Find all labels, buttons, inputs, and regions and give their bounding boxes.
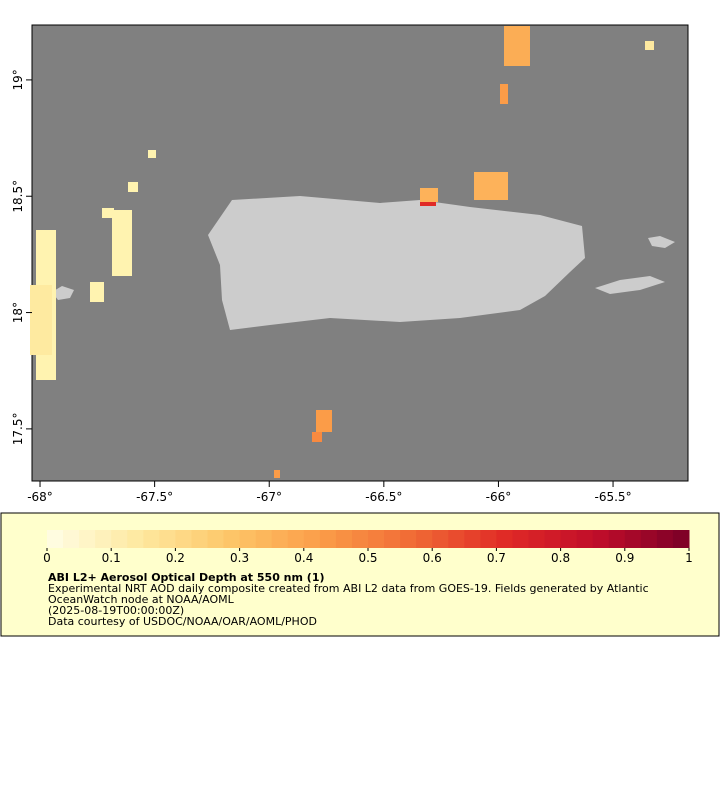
colorbar-step	[303, 530, 321, 548]
colorbar-step	[464, 530, 481, 548]
x-tick-label: -67.5°	[136, 490, 173, 504]
colorbar-step	[384, 530, 401, 548]
y-tick-label: 17.5°	[11, 413, 25, 446]
patch	[112, 210, 132, 276]
x-tick-label: -65.5°	[595, 490, 632, 504]
y-tick-label: 18°	[11, 302, 25, 323]
puerto-rico	[208, 196, 585, 330]
colorbar-tick-label: 0.8	[551, 551, 570, 565]
colorbar-step	[496, 530, 513, 548]
patch	[90, 282, 104, 302]
colorbar-step	[351, 530, 369, 548]
colorbar-step	[191, 530, 208, 548]
colorbar-step	[223, 530, 241, 548]
colorbar-step	[512, 530, 529, 548]
legend-line: Experimental NRT AOD daily composite cre…	[48, 582, 649, 595]
x-tick-label: -68°	[27, 490, 53, 504]
colorbar-step	[207, 530, 225, 548]
colorbar-step	[319, 530, 337, 548]
colorbar-step	[47, 530, 64, 548]
legend-line: Data courtesy of USDOC/NOAA/OAR/AOML/PHO…	[48, 615, 317, 628]
x-tick-label: -66.5°	[365, 490, 402, 504]
legend-title: ABI L2+ Aerosol Optical Depth at 550 nm …	[48, 571, 325, 584]
colorbar-step	[576, 530, 594, 548]
colorbar-step	[79, 530, 96, 548]
colorbar-step	[480, 530, 497, 548]
land	[52, 196, 675, 330]
patch	[504, 26, 530, 66]
legend-line: (2025-08-19T00:00:00Z)	[48, 604, 184, 617]
colorbar-step	[63, 530, 80, 548]
colorbar-step	[95, 530, 112, 548]
patch	[128, 182, 138, 192]
colorbar-tick-label: 0.2	[166, 551, 185, 565]
colorbar-tick-label: 1	[685, 551, 693, 565]
culebra	[648, 236, 675, 248]
patch	[30, 285, 52, 355]
colorbar-step	[111, 530, 128, 548]
colorbar-tick-label: 0	[43, 551, 51, 565]
colorbar-step	[335, 530, 353, 548]
colorbar-tick-label: 0.4	[294, 551, 313, 565]
vieques	[595, 276, 665, 294]
x-tick-label: -67°	[256, 490, 282, 504]
legend-line: OceanWatch node at NOAA/AOML	[48, 593, 235, 606]
colorbar-step	[175, 530, 192, 548]
colorbar-step	[448, 530, 465, 548]
patch	[500, 84, 508, 104]
colorbar-step	[143, 530, 160, 548]
colorbar-step	[127, 530, 144, 548]
colorbar-step	[672, 530, 690, 548]
patch	[274, 470, 280, 478]
patch	[645, 41, 654, 50]
colorbar-step	[416, 530, 433, 548]
patch	[312, 432, 322, 442]
patch	[316, 410, 332, 432]
patch	[102, 208, 114, 218]
patch	[420, 202, 436, 206]
colorbar-step	[368, 530, 385, 548]
y-tick-label: 18.5°	[11, 180, 25, 213]
colorbar-step	[528, 530, 546, 548]
colorbar-step	[400, 530, 417, 548]
colorbar-step	[592, 530, 610, 548]
patch	[148, 150, 156, 158]
colorbar-step	[287, 530, 305, 548]
colorbar-step	[239, 530, 257, 548]
colorbar-step	[432, 530, 449, 548]
x-tick-label: -66°	[486, 490, 512, 504]
colorbar-step	[255, 530, 273, 548]
patch	[420, 188, 438, 202]
mona-island	[52, 286, 74, 300]
y-tick-label: 19°	[11, 69, 25, 90]
colorbar-tick-label: 0.7	[487, 551, 506, 565]
colorbar-step	[640, 530, 658, 548]
colorbar-step	[560, 530, 578, 548]
colorbar-step	[159, 530, 176, 548]
aerosol-patches	[30, 26, 654, 478]
colorbar-tick-label: 0.5	[358, 551, 377, 565]
colorbar-tick-label: 0.6	[423, 551, 442, 565]
colorbar-step	[608, 530, 626, 548]
colorbar-step	[656, 530, 674, 548]
colorbar-tick-label: 0.1	[102, 551, 121, 565]
colorbar-step	[624, 530, 642, 548]
colorbar-step	[544, 530, 562, 548]
colorbar-tick-label: 0.9	[615, 551, 634, 565]
patch	[474, 172, 508, 200]
colorbar-step	[271, 530, 289, 548]
colorbar-tick-label: 0.3	[230, 551, 249, 565]
